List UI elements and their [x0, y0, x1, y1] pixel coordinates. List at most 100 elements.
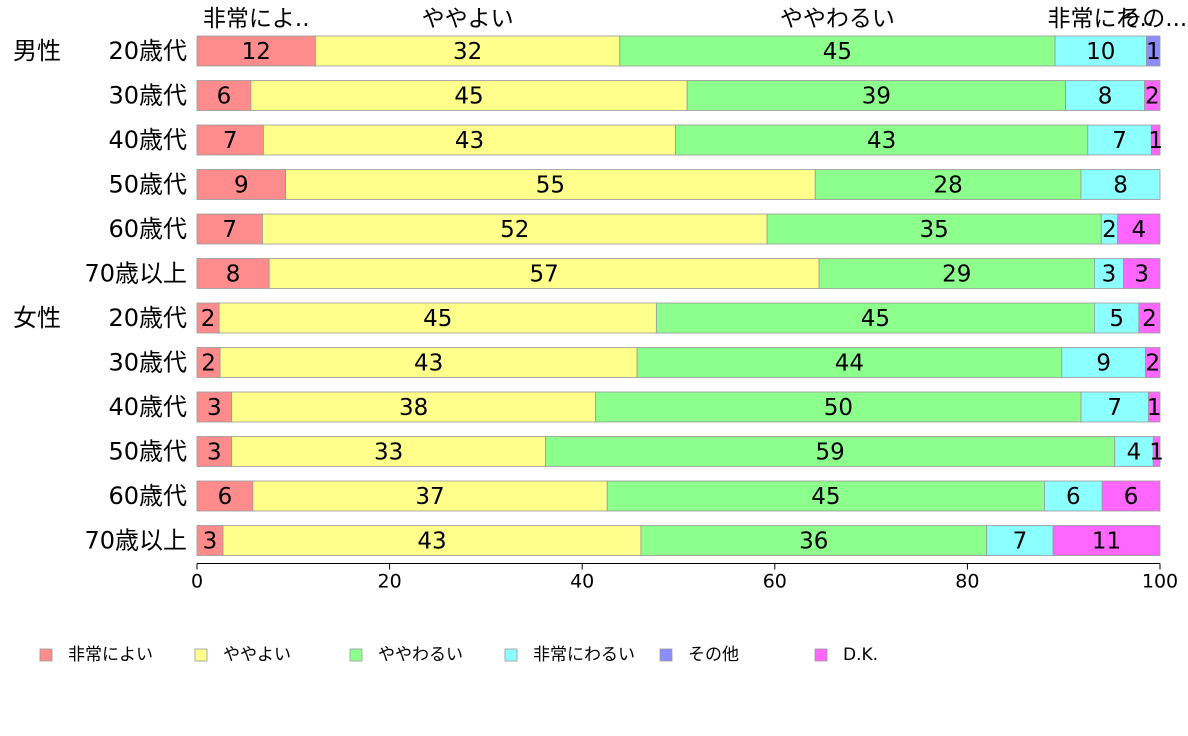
bar-segment — [262, 213, 768, 245]
bar-value-label: 3 — [1134, 262, 1149, 288]
bar-segment — [1094, 258, 1124, 289]
row-label: 60歳代 — [108, 215, 187, 243]
bar-value-label: 59 — [816, 440, 845, 466]
bar-value-label: 9 — [234, 173, 249, 199]
row-label: 20歳代 — [108, 304, 187, 332]
legend: 非常によい ややよい ややわるい 非常にわるい その他 D.K. — [39, 645, 878, 665]
bar-segment — [595, 391, 1082, 423]
row-label: 50歳代 — [108, 171, 187, 199]
bar-segment — [196, 480, 254, 512]
bar-segment — [1146, 35, 1161, 67]
bar-segment — [1080, 169, 1161, 200]
bar-value-label: 44 — [835, 351, 864, 377]
bar-value-label: 45 — [823, 39, 852, 65]
bar-segment — [285, 169, 816, 200]
bar-value-label: 43 — [417, 529, 446, 555]
bar-segment — [196, 525, 224, 556]
bar-value-label: 37 — [415, 484, 444, 510]
row-label: 70歳以上 — [84, 260, 187, 288]
legend-label: D.K. — [843, 645, 878, 665]
bar-value-label: 33 — [374, 440, 403, 466]
bars: 12 32 45 10 16 45 39 8 27 43 43 7 19 55 28 87 52 35 2 48 57 2… — [196, 35, 1164, 556]
bar-segment — [1044, 480, 1103, 512]
bar-segment — [1152, 436, 1161, 467]
bar-segment — [1148, 391, 1161, 423]
bar-value-label: 2 — [1102, 217, 1117, 243]
bar-value-label: 2 — [1145, 84, 1160, 110]
group-label: 男性 — [13, 37, 61, 65]
top-category-label: その... — [1119, 6, 1187, 32]
bar-value-label: 32 — [453, 39, 482, 65]
legend-swatch — [349, 648, 363, 662]
bar-value-label: 10 — [1086, 39, 1115, 65]
bar-segment — [686, 80, 1067, 111]
bar-segment — [606, 480, 1045, 512]
bar-value-label: 3 — [1102, 262, 1117, 288]
bar-value-label: 52 — [500, 217, 529, 243]
legend-swatch — [504, 648, 518, 662]
bar-value-label: 8 — [226, 262, 241, 288]
bar-segment — [636, 347, 1063, 378]
bar-value-label: 38 — [399, 395, 428, 421]
bar-segment — [766, 213, 1102, 245]
bar-segment — [1144, 80, 1161, 111]
bar-segment — [219, 347, 638, 378]
bar-segment — [1065, 80, 1145, 111]
x-tick-label: 40 — [570, 571, 594, 593]
bar-value-label: 36 — [799, 529, 828, 555]
bar-value-label: 6 — [1066, 484, 1081, 510]
bar-segment — [1080, 391, 1149, 423]
bar-value-label: 1 — [1146, 39, 1161, 65]
row-label: 20歳代 — [108, 37, 187, 65]
row-label: 70歳以上 — [84, 527, 187, 555]
bar-segment — [1061, 347, 1146, 378]
legend-label: ややわるい — [378, 645, 463, 665]
legend-swatch — [39, 648, 53, 662]
row-label: 40歳代 — [108, 126, 187, 154]
bar-value-label: 57 — [530, 262, 559, 288]
bar-segment — [1145, 347, 1161, 378]
bar-value-label: 2 — [1145, 351, 1160, 377]
row-label: 60歳代 — [108, 482, 187, 510]
x-axis: 0 20 40 60 80 100 — [191, 563, 1178, 593]
bar-segment — [252, 480, 608, 512]
bar-value-label: 7 — [222, 217, 237, 243]
bar-segment — [196, 169, 286, 200]
bar-value-label: 9 — [1096, 351, 1111, 377]
bar-segment — [1150, 124, 1161, 156]
bar-segment — [196, 391, 233, 423]
bar-segment — [1123, 258, 1161, 289]
bar-segment — [619, 35, 1056, 67]
row-label: 50歳代 — [108, 438, 187, 466]
bar-segment — [222, 525, 642, 556]
bar-value-label: 43 — [414, 351, 443, 377]
bar-value-label: 3 — [207, 395, 222, 421]
bar-value-label: 3 — [203, 529, 218, 555]
legend-swatch — [814, 648, 828, 662]
bar-segment — [231, 436, 547, 467]
bar-segment — [268, 258, 820, 289]
bar-segment — [1052, 525, 1161, 556]
bar-segment — [1101, 480, 1161, 512]
bar-value-label: 4 — [1127, 440, 1142, 466]
bar-value-label: 50 — [824, 395, 853, 421]
bar-segment — [196, 258, 270, 289]
bar-value-label: 6 — [1124, 484, 1139, 510]
bar-segment — [315, 35, 621, 67]
bar-segment — [1138, 302, 1161, 334]
bar-value-label: 5 — [1109, 306, 1124, 332]
bar-segment — [818, 258, 1095, 289]
legend-swatch — [194, 648, 208, 662]
bar-segment — [545, 436, 1116, 467]
bar-segment — [263, 124, 677, 156]
legend-label: 非常にわるい — [533, 645, 635, 665]
legend-swatch — [659, 648, 673, 662]
legend-label: 非常によい — [68, 645, 153, 665]
bar-segment — [1054, 35, 1147, 67]
bar-value-label: 7 — [1112, 128, 1127, 154]
bar-segment — [196, 124, 264, 156]
row-label: 30歳代 — [108, 349, 187, 377]
bar-segment — [218, 302, 657, 334]
